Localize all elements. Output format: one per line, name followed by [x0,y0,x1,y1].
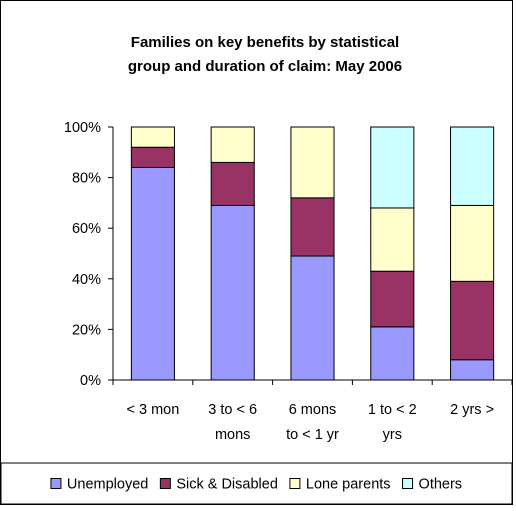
legend-swatch [402,478,414,489]
bar-segment-sick-disabled [290,197,335,257]
bar-series-group [130,126,495,381]
legend-swatch [50,478,62,489]
x-category-label: < 3 mon [127,402,180,418]
x-category-label: 2 yrs > [450,402,494,418]
category-labels: < 3 mon 3 to < 6 mons 6 mons to < 1 yr 1 to <… [127,402,495,443]
x-category-label: mons [215,427,250,443]
legend-swatch [159,478,171,489]
bar-segment-lone-parents [450,204,495,282]
y-tick-label: 0% [80,373,101,389]
chart-title-line-1: Families on key benefits by statistical [131,34,399,51]
x-category-label: to < 1 yr [286,427,339,443]
y-tick-label: 100% [64,120,101,136]
bar-segment-sick-disabled [370,270,415,328]
chart-title-line-2: group and duration of claim: May 2006 [128,58,402,75]
x-category-label: 1 to < 2 [368,402,417,418]
y-axis: 0% 20% 40% 60% 80% 100% [64,120,114,389]
bar-segment-sick-disabled [130,146,175,168]
bar-segment-sick-disabled [450,280,495,361]
legend-box [0,462,513,505]
y-tick-label: 20% [72,322,101,338]
legend-swatch [289,478,301,489]
bar-segment-unemployed [370,326,415,381]
bar-segment-lone-parents [370,207,415,272]
legend-label: Lone parents [306,477,391,493]
x-category-label: 6 mons [289,402,337,418]
bar-segment-others [370,126,415,209]
bar-segment-lone-parents [130,126,175,148]
x-category-label: 3 to < 6 [208,402,257,418]
bar-segment-unemployed [290,255,335,381]
bar-segment-others [450,126,495,206]
y-tick-label: 60% [72,221,101,237]
bar-segment-sick-disabled [210,161,255,206]
x-category-label: yrs [383,427,402,443]
legend-label: Unemployed [67,477,148,493]
bar-segment-lone-parents [290,126,335,199]
y-tick-label: 40% [72,272,101,288]
bar-segment-unemployed [130,166,175,381]
legend: Unemployed Sick & Disabled Lone parents Oth… [0,462,513,505]
legend-label: Others [419,477,463,493]
bar-segment-lone-parents [210,126,255,163]
bar-segment-unemployed [210,204,255,381]
bar-segment-unemployed [450,359,495,381]
legend-label: Sick & Disabled [176,477,278,493]
y-tick-label: 80% [72,171,101,187]
